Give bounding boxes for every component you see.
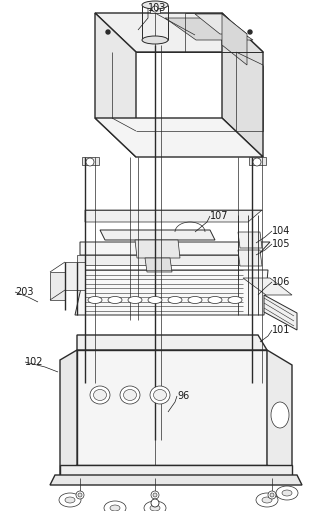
Ellipse shape <box>188 296 202 304</box>
Circle shape <box>270 493 274 497</box>
Ellipse shape <box>282 490 292 496</box>
Polygon shape <box>222 14 247 65</box>
Ellipse shape <box>110 505 120 511</box>
Circle shape <box>152 6 158 12</box>
Circle shape <box>78 493 82 497</box>
Ellipse shape <box>108 296 122 304</box>
Polygon shape <box>222 13 263 157</box>
Polygon shape <box>195 14 247 34</box>
Ellipse shape <box>65 497 75 503</box>
Polygon shape <box>85 210 262 222</box>
Ellipse shape <box>154 389 167 401</box>
Text: 106: 106 <box>272 277 290 287</box>
Ellipse shape <box>142 36 168 44</box>
Text: 107: 107 <box>210 211 228 221</box>
Ellipse shape <box>228 296 242 304</box>
Polygon shape <box>95 13 136 157</box>
Ellipse shape <box>88 296 102 304</box>
Ellipse shape <box>148 296 162 304</box>
Ellipse shape <box>262 497 272 503</box>
Ellipse shape <box>94 389 106 401</box>
Ellipse shape <box>168 296 182 304</box>
Polygon shape <box>165 18 253 40</box>
Circle shape <box>76 491 84 499</box>
Circle shape <box>153 493 157 497</box>
Ellipse shape <box>150 505 160 511</box>
Ellipse shape <box>256 493 278 507</box>
Polygon shape <box>60 465 292 478</box>
Polygon shape <box>95 118 263 157</box>
Polygon shape <box>75 270 268 315</box>
Polygon shape <box>60 350 77 475</box>
Ellipse shape <box>271 402 289 428</box>
Polygon shape <box>50 272 65 300</box>
Polygon shape <box>145 258 172 272</box>
Circle shape <box>253 158 261 166</box>
Polygon shape <box>238 232 262 248</box>
Ellipse shape <box>276 486 298 500</box>
Ellipse shape <box>150 386 170 404</box>
Polygon shape <box>150 5 160 13</box>
Ellipse shape <box>128 296 142 304</box>
Polygon shape <box>65 262 85 290</box>
Polygon shape <box>80 242 270 255</box>
Ellipse shape <box>142 1 168 9</box>
Circle shape <box>86 158 94 166</box>
Text: 104: 104 <box>272 226 290 236</box>
Ellipse shape <box>59 493 81 507</box>
Circle shape <box>106 30 110 34</box>
Text: 105: 105 <box>272 239 290 249</box>
Polygon shape <box>267 350 292 480</box>
Polygon shape <box>77 335 267 350</box>
Polygon shape <box>249 157 266 165</box>
Polygon shape <box>264 295 297 330</box>
Circle shape <box>151 491 159 499</box>
Polygon shape <box>100 230 215 240</box>
Ellipse shape <box>208 296 222 304</box>
Polygon shape <box>238 250 262 266</box>
Circle shape <box>268 491 276 499</box>
Polygon shape <box>77 350 267 465</box>
Text: 203: 203 <box>15 287 33 297</box>
Polygon shape <box>50 475 302 485</box>
Text: 101: 101 <box>272 325 290 335</box>
Ellipse shape <box>144 501 166 511</box>
Text: 103: 103 <box>148 3 166 13</box>
Ellipse shape <box>104 501 126 511</box>
Polygon shape <box>82 157 99 165</box>
Ellipse shape <box>120 386 140 404</box>
Circle shape <box>151 499 159 507</box>
Text: 96: 96 <box>177 391 189 401</box>
Ellipse shape <box>124 389 137 401</box>
Polygon shape <box>135 240 180 258</box>
Ellipse shape <box>90 386 110 404</box>
Circle shape <box>248 30 252 34</box>
Text: 102: 102 <box>25 357 43 367</box>
Polygon shape <box>243 278 292 295</box>
Polygon shape <box>95 13 263 52</box>
Polygon shape <box>77 255 243 265</box>
